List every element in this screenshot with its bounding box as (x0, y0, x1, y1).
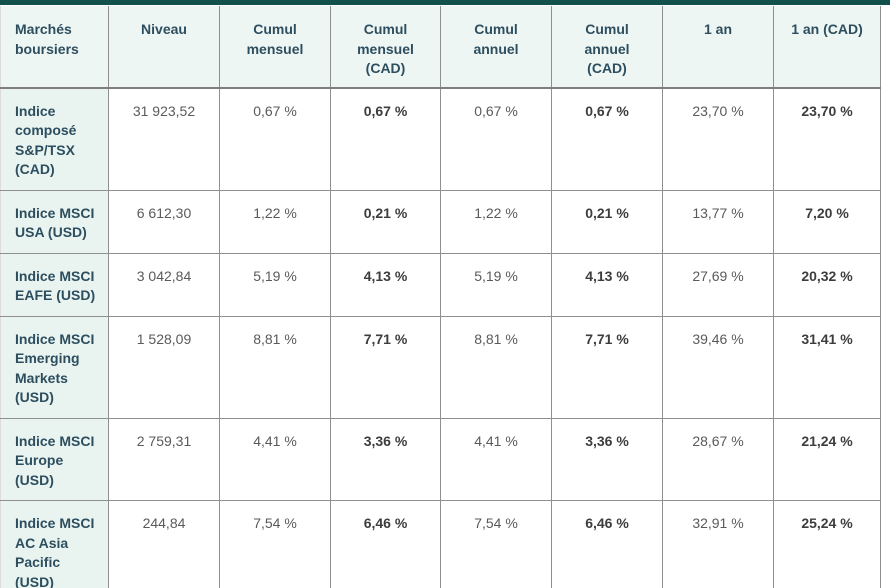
table-row: Indice MSCI AC Asia Pacific (USD) 244,84 7… (0, 500, 881, 588)
value-cell: 0,67 % (330, 87, 441, 191)
value-cell: 39,46 % (662, 315, 774, 419)
value-cell: 28,67 % (662, 417, 774, 501)
value-cell: 1 528,09 (108, 315, 220, 419)
value-cell: 31,41 % (773, 315, 881, 419)
value-cell: 32,91 % (662, 500, 774, 588)
table-row: Indice composé S&P/TSX (CAD) 31 923,52 0,6… (0, 87, 881, 191)
table-row: Indice MSCI USA (USD) 6 612,30 1,22 % 0,21 … (0, 189, 881, 254)
value-cell: 27,69 % (662, 252, 774, 317)
value-cell: 6,46 % (551, 500, 663, 588)
value-cell: 244,84 (108, 500, 220, 588)
value-cell: 21,24 % (773, 417, 881, 501)
value-cell: 5,19 % (440, 252, 552, 317)
value-cell: 31 923,52 (108, 87, 220, 191)
column-header-3: Cumul mensuel (CAD) (330, 6, 441, 89)
value-cell: 3 042,84 (108, 252, 220, 317)
value-cell: 8,81 % (440, 315, 552, 419)
value-cell: 7,54 % (219, 500, 331, 588)
value-cell: 7,20 % (773, 189, 881, 254)
table-top-accent-bar (0, 0, 890, 5)
value-cell: 7,71 % (551, 315, 663, 419)
value-cell: 0,21 % (551, 189, 663, 254)
value-cell: 23,70 % (773, 87, 881, 191)
value-cell: 4,41 % (440, 417, 552, 501)
value-cell: 4,13 % (551, 252, 663, 317)
value-cell: 0,67 % (219, 87, 331, 191)
column-header-7: 1 an (CAD) (773, 6, 881, 89)
column-header-6: 1 an (662, 6, 774, 89)
value-cell: 0,21 % (330, 189, 441, 254)
value-cell: 25,24 % (773, 500, 881, 588)
row-label: Indice MSCI EAFE (USD) (0, 252, 109, 317)
table-body: Indice composé S&P/TSX (CAD) 31 923,52 0,6… (0, 87, 881, 588)
table-row: Indice MSCI Emerging Markets (USD) 1 528,… (0, 315, 881, 419)
table-row: Indice MSCI EAFE (USD) 3 042,84 5,19 % 4,13… (0, 252, 881, 317)
column-header-4: Cumul annuel (440, 6, 552, 89)
row-label: Indice MSCI USA (USD) (0, 189, 109, 254)
column-header-markets: Marchés boursiers (0, 6, 109, 89)
table-row: Indice MSCI Europe (USD) 2 759,31 4,41 % 3,… (0, 417, 881, 501)
table-header-row: Marchés boursiers Niveau Cumul mensuel Cumu… (0, 6, 881, 89)
column-header-1: Niveau (108, 6, 220, 89)
row-label: Indice MSCI Emerging Markets (USD) (0, 315, 109, 419)
value-cell: 23,70 % (662, 87, 774, 191)
value-cell: 0,67 % (440, 87, 552, 191)
value-cell: 3,36 % (330, 417, 441, 501)
value-cell: 7,71 % (330, 315, 441, 419)
value-cell: 1,22 % (440, 189, 552, 254)
row-label: Indice MSCI Europe (USD) (0, 417, 109, 501)
column-header-5: Cumul annuel (CAD) (551, 6, 663, 89)
row-label: Indice MSCI AC Asia Pacific (USD) (0, 500, 109, 588)
value-cell: 6,46 % (330, 500, 441, 588)
value-cell: 4,13 % (330, 252, 441, 317)
value-cell: 0,67 % (551, 87, 663, 191)
value-cell: 6 612,30 (108, 189, 220, 254)
column-header-2: Cumul mensuel (219, 6, 331, 89)
value-cell: 1,22 % (219, 189, 331, 254)
value-cell: 8,81 % (219, 315, 331, 419)
value-cell: 5,19 % (219, 252, 331, 317)
value-cell: 13,77 % (662, 189, 774, 254)
value-cell: 20,32 % (773, 252, 881, 317)
market-indices-table: Marchés boursiers Niveau Cumul mensuel Cumu… (0, 6, 881, 588)
row-label: Indice composé S&P/TSX (CAD) (0, 87, 109, 191)
value-cell: 3,36 % (551, 417, 663, 501)
value-cell: 2 759,31 (108, 417, 220, 501)
value-cell: 4,41 % (219, 417, 331, 501)
value-cell: 7,54 % (440, 500, 552, 588)
